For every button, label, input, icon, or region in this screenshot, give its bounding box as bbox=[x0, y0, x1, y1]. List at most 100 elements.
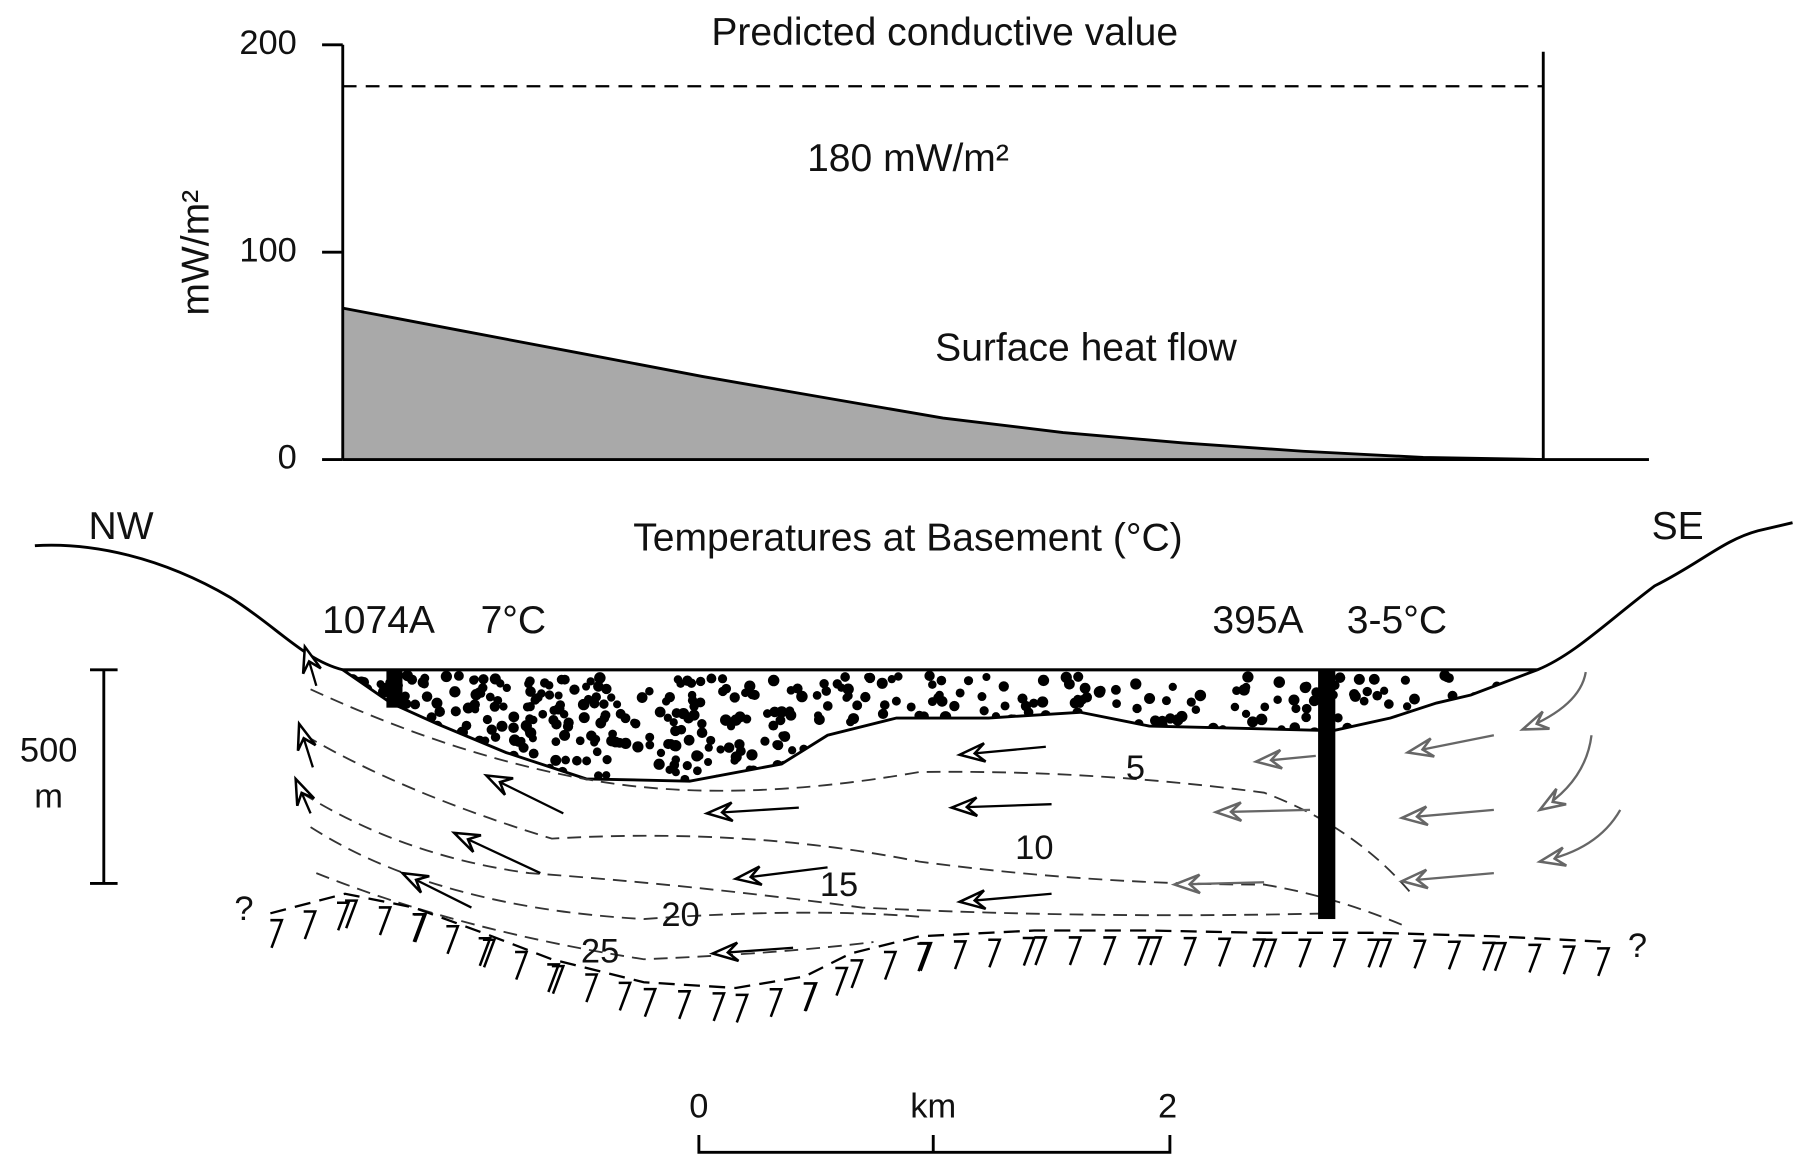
basement-line bbox=[270, 892, 1609, 990]
dot bbox=[1251, 735, 1262, 746]
dot bbox=[561, 755, 570, 765]
arrow-head bbox=[296, 720, 317, 752]
dot bbox=[1363, 740, 1375, 752]
dot bbox=[1171, 714, 1184, 726]
dot bbox=[1240, 775, 1252, 782]
dot bbox=[1467, 774, 1477, 782]
dot bbox=[1291, 704, 1301, 714]
arrow-head bbox=[1536, 846, 1567, 867]
dot bbox=[1371, 737, 1382, 748]
dot bbox=[893, 742, 904, 752]
dot bbox=[1074, 744, 1083, 753]
arrow-head bbox=[1536, 787, 1567, 812]
dot bbox=[453, 670, 464, 681]
dot bbox=[385, 722, 397, 733]
dot bbox=[452, 764, 464, 776]
depth-scale-value: 500 bbox=[20, 732, 77, 770]
cross-section bbox=[34, 521, 1793, 1154]
dot bbox=[1093, 686, 1106, 698]
dot bbox=[963, 676, 974, 686]
dot bbox=[693, 766, 702, 776]
reference-label: 180 mW/m² bbox=[807, 137, 1009, 180]
dot bbox=[687, 690, 697, 700]
uncertain-mark: ? bbox=[1628, 927, 1647, 965]
dot bbox=[534, 773, 544, 782]
dot bbox=[1130, 678, 1142, 690]
dot bbox=[1172, 768, 1183, 779]
dot bbox=[1398, 766, 1408, 776]
dot bbox=[897, 743, 909, 755]
dot bbox=[894, 745, 903, 754]
dot bbox=[607, 693, 616, 702]
dot bbox=[1237, 732, 1248, 743]
dot bbox=[1073, 671, 1084, 682]
dot bbox=[1469, 771, 1482, 782]
dot bbox=[417, 676, 429, 688]
isotherm-label: 20 bbox=[661, 896, 699, 934]
dot bbox=[1057, 731, 1068, 742]
dot bbox=[435, 742, 445, 752]
dot bbox=[481, 736, 490, 745]
dot bbox=[437, 749, 447, 759]
dot bbox=[1375, 756, 1386, 768]
dot bbox=[835, 739, 847, 751]
dot bbox=[1467, 762, 1479, 774]
dot bbox=[582, 682, 591, 691]
dot bbox=[689, 701, 699, 712]
dot bbox=[664, 692, 675, 703]
dot bbox=[1285, 743, 1297, 755]
dot bbox=[1105, 745, 1115, 755]
arrow-head bbox=[703, 801, 734, 823]
dot bbox=[582, 756, 592, 766]
dot bbox=[769, 706, 780, 718]
dot bbox=[1310, 733, 1320, 743]
dot bbox=[1333, 713, 1343, 723]
dot bbox=[654, 706, 666, 718]
dot bbox=[1044, 760, 1053, 770]
arrow-head bbox=[294, 775, 316, 807]
dot bbox=[544, 681, 554, 690]
dot bbox=[387, 765, 398, 776]
dot bbox=[1067, 759, 1079, 770]
dot bbox=[1095, 747, 1107, 759]
dot bbox=[490, 732, 501, 742]
dot bbox=[955, 688, 965, 698]
dot bbox=[1241, 709, 1251, 719]
dot bbox=[744, 680, 756, 692]
dot bbox=[939, 711, 952, 723]
dot bbox=[363, 693, 376, 706]
dot bbox=[1159, 757, 1169, 768]
dot bbox=[1405, 725, 1417, 736]
dot bbox=[864, 672, 873, 682]
dot bbox=[351, 693, 361, 704]
dot bbox=[1398, 756, 1410, 768]
dot bbox=[653, 758, 665, 770]
dot bbox=[928, 762, 938, 772]
dot bbox=[1000, 701, 1010, 711]
dot bbox=[778, 731, 787, 740]
dot bbox=[356, 773, 367, 782]
dot bbox=[402, 717, 413, 728]
dot bbox=[1186, 697, 1196, 707]
dot bbox=[1143, 762, 1155, 775]
arrow-head bbox=[955, 889, 987, 911]
dot bbox=[875, 729, 885, 738]
dot bbox=[599, 699, 609, 709]
dot bbox=[806, 753, 819, 765]
dot bbox=[429, 751, 441, 763]
dot bbox=[876, 677, 888, 689]
uncertain-mark: ? bbox=[234, 890, 253, 928]
dot bbox=[1369, 768, 1378, 777]
isotherm bbox=[310, 826, 920, 920]
dot bbox=[796, 690, 808, 703]
well-name: 1074A bbox=[322, 599, 435, 642]
dot bbox=[683, 734, 695, 746]
dot bbox=[1183, 773, 1195, 782]
dot bbox=[508, 722, 519, 734]
dot bbox=[879, 700, 890, 710]
dot bbox=[998, 681, 1009, 692]
dot bbox=[630, 718, 639, 727]
dot bbox=[1029, 698, 1039, 708]
isotherms bbox=[300, 688, 1415, 961]
